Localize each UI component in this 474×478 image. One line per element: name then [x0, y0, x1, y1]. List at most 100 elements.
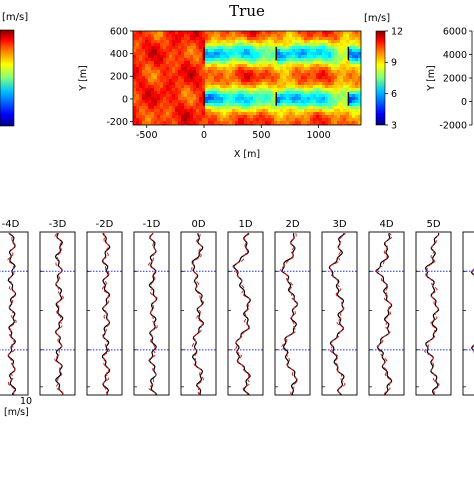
heatmap-cell — [304, 73, 308, 77]
heatmap-cell — [262, 31, 266, 35]
heatmap-cell — [211, 40, 215, 44]
heatmap-cell — [187, 55, 191, 59]
heatmap-cell — [199, 67, 203, 71]
heatmap-cell — [328, 37, 332, 41]
heatmap-cell — [271, 31, 275, 35]
heatmap-cell — [220, 97, 224, 101]
heatmap-cell — [136, 64, 140, 68]
profile-line-dashed — [54, 232, 65, 396]
heatmap-cell — [253, 88, 257, 92]
heatmap-cell — [190, 49, 194, 53]
heatmap-cell — [142, 52, 146, 56]
heatmap-cell — [175, 85, 179, 89]
heatmap-cell — [286, 115, 290, 119]
heatmap-cell — [307, 106, 311, 110]
heatmap-cell — [325, 109, 329, 113]
heatmap-cell — [334, 109, 338, 113]
heatmap-cell — [238, 115, 242, 119]
heatmap-cell — [181, 64, 185, 68]
heatmap-cell — [211, 58, 215, 62]
heatmap-cell — [220, 121, 224, 125]
heatmap-cell — [295, 67, 299, 71]
heatmap-cell — [328, 82, 332, 86]
heatmap-cell — [310, 52, 314, 56]
heatmap-cell — [229, 64, 233, 68]
heatmap-cell — [334, 82, 338, 86]
heatmap-cell — [337, 112, 341, 116]
heatmap-cell — [268, 79, 272, 83]
heatmap-cell — [358, 34, 361, 38]
heatmap-cell — [229, 70, 233, 74]
heatmap-cell — [196, 109, 200, 113]
heatmap-cell — [148, 121, 152, 125]
heatmap-cell — [292, 76, 296, 80]
heatmap-cell — [154, 121, 158, 125]
heatmap-cell — [274, 64, 278, 68]
heatmap-cell — [157, 82, 161, 86]
heatmap-cell — [304, 34, 308, 38]
heatmap-cell — [238, 91, 242, 95]
heatmap-cell — [283, 52, 287, 56]
heatmap-cell — [172, 118, 176, 122]
heatmap-cell — [166, 82, 170, 86]
heatmap-cell — [214, 46, 218, 50]
heatmap-cell — [289, 70, 293, 74]
heatmap-cell — [337, 115, 341, 119]
heatmap-cell — [181, 73, 185, 77]
heatmap-cell — [148, 67, 152, 71]
heatmap-cell — [349, 70, 353, 74]
heatmap-cell — [190, 46, 194, 50]
heatmap-cell — [151, 94, 155, 98]
heatmap-cell — [133, 100, 137, 104]
heatmap-cell — [286, 64, 290, 68]
heatmap-cell — [355, 55, 359, 59]
heatmap-cell — [313, 46, 317, 50]
heatmap-cell — [181, 34, 185, 38]
heatmap-cell — [262, 91, 266, 95]
heatmap-cell — [163, 55, 167, 59]
heatmap-cell — [148, 97, 152, 101]
heatmap-cell — [358, 82, 361, 86]
heatmap-cell — [181, 103, 185, 107]
heatmap-cell — [289, 118, 293, 122]
heatmap-cell — [181, 124, 185, 125]
heatmap-cell — [229, 103, 233, 107]
heatmap-cell — [187, 121, 191, 125]
heatmap-cell — [181, 88, 185, 92]
heatmap-cell — [307, 112, 311, 116]
heatmap-cell — [253, 55, 257, 59]
heatmap-cell — [172, 106, 176, 110]
heatmap-cell — [211, 115, 215, 119]
heatmap-cell — [343, 106, 347, 110]
heatmap-cell — [322, 97, 326, 101]
heatmap-cell — [211, 37, 215, 41]
heatmap-cell — [319, 43, 323, 47]
heatmap-cell — [355, 103, 359, 107]
heatmap-cell — [349, 103, 353, 107]
heatmap-cell — [259, 61, 263, 65]
heatmap-cell — [205, 52, 209, 56]
heatmap-cell — [280, 73, 284, 77]
heatmap-cell — [199, 37, 203, 41]
heatmap-cell — [160, 61, 164, 65]
heatmap-cell — [163, 112, 167, 116]
heatmap-cell — [142, 82, 146, 86]
heatmap-cell — [217, 46, 221, 50]
heatmap-cell — [178, 112, 182, 116]
heatmap-cell — [334, 112, 338, 116]
heatmap-cell — [160, 88, 164, 92]
heatmap-cell — [295, 94, 299, 98]
heatmap-cell — [217, 106, 221, 110]
heatmap-cell — [280, 91, 284, 95]
heatmap-cell — [217, 76, 221, 80]
heatmap-cell — [238, 88, 242, 92]
heatmap-cell — [331, 64, 335, 68]
heatmap-cell — [250, 118, 254, 122]
heatmap-cell — [208, 115, 212, 119]
heatmap-cell — [265, 97, 269, 101]
heatmap-cell — [139, 34, 143, 38]
heatmap-cell — [292, 55, 296, 59]
heatmap-cell — [136, 37, 140, 41]
heatmap-cell — [277, 31, 281, 35]
heatmap-cell — [316, 85, 320, 89]
